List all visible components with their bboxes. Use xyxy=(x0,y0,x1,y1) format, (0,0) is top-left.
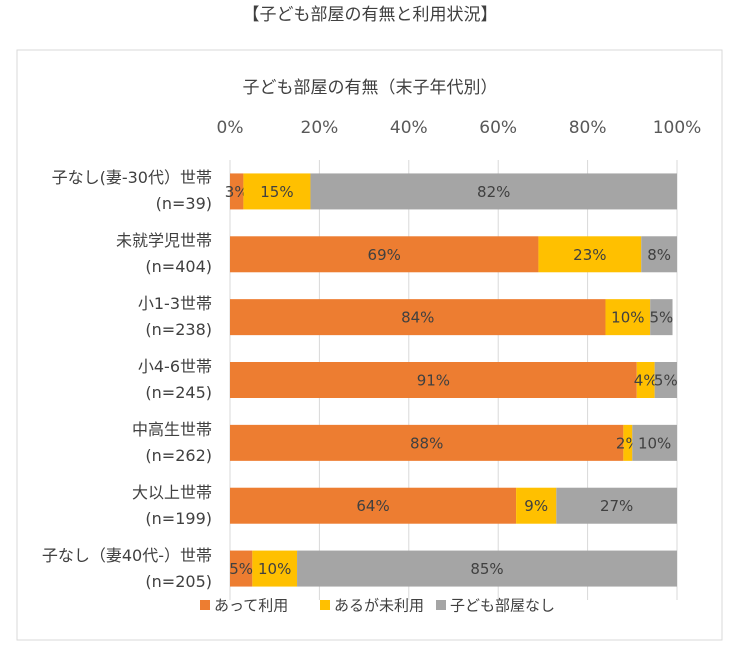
legend-swatch xyxy=(320,600,330,610)
bar-segment xyxy=(243,173,311,210)
data-label: 10% xyxy=(611,309,644,327)
legend-swatch xyxy=(200,600,210,610)
bar-segment xyxy=(516,487,557,524)
category-label: 中高生世帯 (n=262) xyxy=(131,419,212,465)
bar-segment xyxy=(641,236,677,273)
chart-title: 子ども部屋の有無（末子年代別） xyxy=(243,78,498,98)
data-label: 27% xyxy=(600,497,633,515)
x-tick-label: 80% xyxy=(569,118,607,138)
x-tick-label: 100% xyxy=(653,118,702,138)
legend-label: あって利用 xyxy=(214,597,288,615)
bar-segment xyxy=(230,299,606,336)
bar-segment xyxy=(632,424,677,461)
data-label: 85% xyxy=(470,560,503,578)
bar-segment xyxy=(623,424,633,461)
data-label: 88% xyxy=(410,434,443,452)
data-label: 5% xyxy=(229,560,253,578)
bar-segment xyxy=(230,236,539,273)
data-label: 3% xyxy=(225,183,249,201)
data-label: 5% xyxy=(649,309,673,327)
data-label: 69% xyxy=(368,246,401,264)
bar-segment xyxy=(310,173,677,210)
legend-label: 子ども部屋なし xyxy=(450,597,555,615)
bar-segment xyxy=(230,487,517,524)
category-label: 小4-6世帯 (n=245) xyxy=(137,357,212,402)
category-label: 子なし（妻40代-）世帯 (n=205) xyxy=(41,545,212,591)
bar-segment xyxy=(230,424,624,461)
bar-segment xyxy=(538,236,642,273)
category-label: 未就学児世帯 (n=404) xyxy=(115,231,212,277)
page-heading: 【子ども部屋の有無と利用状況】 xyxy=(243,5,498,24)
data-label: 9% xyxy=(524,497,548,515)
data-label: 8% xyxy=(647,246,671,264)
data-label: 84% xyxy=(401,309,434,327)
data-label: 5% xyxy=(654,372,678,390)
bar-segment xyxy=(556,487,677,524)
x-tick-label: 20% xyxy=(301,118,339,138)
data-label: 15% xyxy=(260,183,293,201)
category-label: 子なし(妻-30代）世帯 (n=39) xyxy=(51,168,212,214)
bar-segment xyxy=(636,362,655,398)
bar-segment xyxy=(230,173,244,210)
x-tick-label: 40% xyxy=(390,118,428,138)
legend-label: あるが未利用 xyxy=(334,597,424,615)
bar-segment xyxy=(650,299,673,336)
data-label: 10% xyxy=(638,434,671,452)
chart-frame xyxy=(16,49,723,641)
data-label: 82% xyxy=(477,183,510,201)
bar-segment xyxy=(230,550,253,587)
legend-swatch xyxy=(436,600,446,610)
data-label: 23% xyxy=(573,246,606,264)
data-label: 4% xyxy=(634,372,658,390)
bar-segment xyxy=(654,362,677,398)
bar-segment xyxy=(605,299,651,336)
bar-segment xyxy=(230,362,637,398)
bar-segment xyxy=(252,550,298,587)
category-label: 大以上世帯 (n=199) xyxy=(131,482,212,528)
x-tick-label: 0% xyxy=(217,118,244,138)
bar-segment xyxy=(297,550,677,587)
data-label: 10% xyxy=(258,560,291,578)
data-label: 64% xyxy=(356,497,389,515)
category-label: 小1-3世帯 (n=238) xyxy=(137,294,212,340)
data-label: 91% xyxy=(417,372,450,390)
x-tick-label: 60% xyxy=(479,118,517,138)
